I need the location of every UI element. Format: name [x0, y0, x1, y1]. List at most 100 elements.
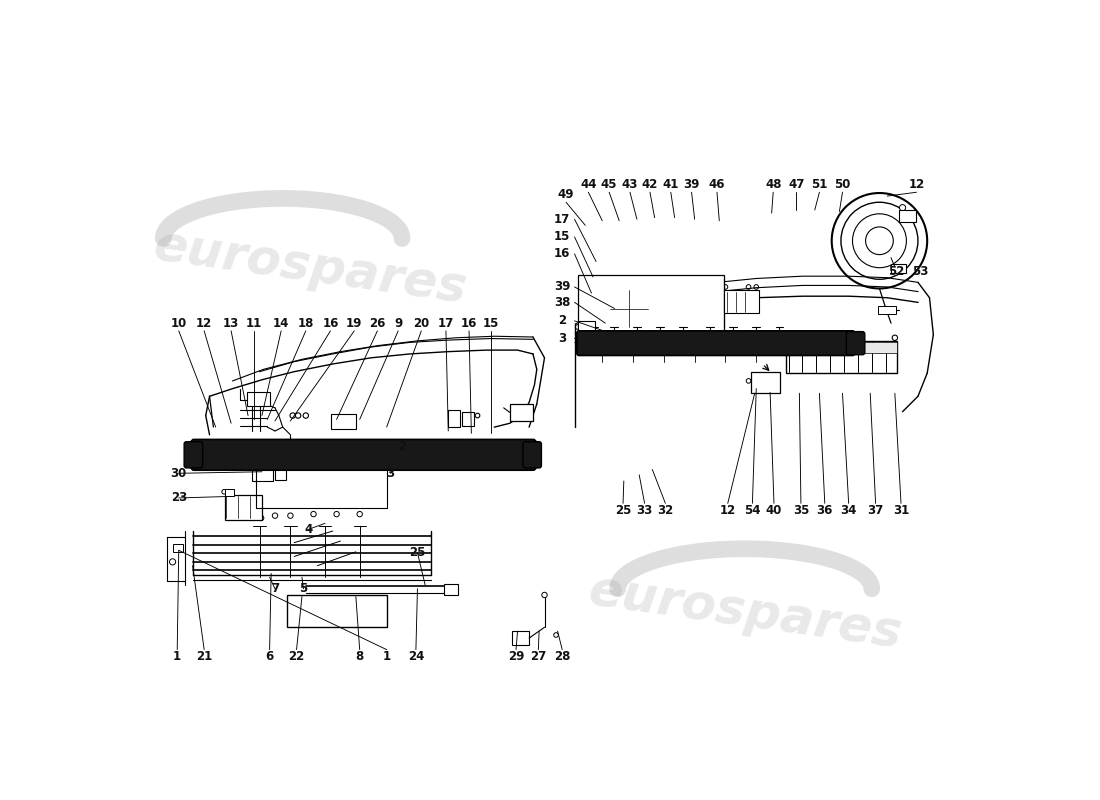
Text: 2: 2 [558, 314, 566, 327]
Bar [252, 467, 274, 481]
Text: 32: 32 [658, 504, 673, 517]
Bar [224, 489, 234, 496]
Bar [578, 321, 595, 332]
Text: 21: 21 [196, 650, 212, 663]
Text: 3: 3 [558, 332, 566, 345]
Text: 19: 19 [346, 317, 363, 330]
Text: 1: 1 [173, 650, 182, 663]
Bar [724, 290, 759, 313]
Text: 48: 48 [764, 178, 781, 191]
Text: 47: 47 [788, 178, 804, 191]
Bar [578, 274, 724, 342]
Text: 36: 36 [816, 504, 833, 517]
Text: 46: 46 [708, 178, 725, 191]
Circle shape [746, 285, 751, 290]
Circle shape [892, 335, 898, 341]
Circle shape [311, 511, 316, 517]
Circle shape [258, 515, 264, 521]
Bar [224, 495, 262, 519]
Text: 27: 27 [530, 650, 547, 663]
Text: 15: 15 [483, 317, 498, 330]
Circle shape [542, 592, 547, 598]
Text: 38: 38 [554, 296, 571, 309]
Text: 16: 16 [322, 317, 339, 330]
Circle shape [723, 285, 728, 290]
Circle shape [273, 513, 277, 518]
Text: 49: 49 [558, 188, 574, 201]
Text: 17: 17 [554, 213, 570, 226]
Bar [785, 341, 898, 373]
Text: 1: 1 [383, 650, 390, 663]
Bar [899, 210, 915, 222]
Text: 25: 25 [409, 546, 426, 559]
Circle shape [754, 285, 759, 290]
Circle shape [575, 325, 580, 330]
Text: 4: 4 [304, 523, 312, 536]
Text: 10: 10 [170, 317, 187, 330]
Bar [449, 410, 460, 427]
Circle shape [358, 511, 362, 517]
Text: 53: 53 [912, 265, 928, 278]
Circle shape [746, 378, 751, 383]
Text: 52: 52 [888, 265, 904, 278]
Text: 39: 39 [554, 281, 571, 294]
Text: 2: 2 [398, 440, 406, 453]
Text: 24: 24 [408, 650, 425, 663]
Bar [510, 404, 534, 421]
Text: 43: 43 [621, 178, 638, 191]
Circle shape [394, 451, 403, 458]
Text: 41: 41 [662, 178, 679, 191]
Bar [444, 584, 459, 595]
Text: 8: 8 [355, 650, 364, 663]
Text: 40: 40 [766, 504, 782, 517]
Text: 18: 18 [298, 317, 314, 330]
Circle shape [414, 451, 421, 458]
Text: 6: 6 [265, 650, 274, 663]
Circle shape [288, 513, 293, 518]
Circle shape [553, 633, 559, 638]
Text: 54: 54 [744, 504, 761, 517]
Circle shape [784, 335, 790, 341]
Text: 3: 3 [386, 467, 395, 480]
Text: 25: 25 [615, 504, 631, 517]
Text: eurospares: eurospares [585, 566, 904, 658]
Text: 7: 7 [271, 582, 279, 595]
Bar [462, 412, 474, 426]
Text: 26: 26 [370, 317, 386, 330]
Circle shape [169, 558, 176, 565]
Bar [891, 264, 906, 273]
Text: 14: 14 [273, 317, 289, 330]
Text: 33: 33 [637, 504, 652, 517]
Circle shape [334, 511, 339, 517]
Bar [751, 372, 780, 394]
Text: 45: 45 [601, 178, 617, 191]
Text: 23: 23 [170, 491, 187, 505]
Text: 20: 20 [414, 317, 429, 330]
FancyBboxPatch shape [846, 332, 865, 354]
Text: 28: 28 [554, 650, 571, 663]
Text: 50: 50 [834, 178, 850, 191]
Text: 5: 5 [299, 582, 308, 595]
Text: 16: 16 [461, 317, 477, 330]
Text: 51: 51 [811, 178, 827, 191]
Text: 17: 17 [438, 317, 454, 330]
Circle shape [900, 205, 905, 210]
Text: eurospares: eurospares [150, 221, 470, 313]
Circle shape [222, 490, 227, 494]
Bar [173, 544, 184, 552]
FancyBboxPatch shape [522, 442, 541, 468]
Text: 12: 12 [719, 504, 736, 517]
Text: 44: 44 [580, 178, 596, 191]
Bar [513, 631, 529, 645]
Text: 11: 11 [246, 317, 262, 330]
Bar [878, 306, 896, 314]
Text: 34: 34 [840, 504, 857, 517]
Bar [275, 468, 286, 480]
Text: 22: 22 [288, 650, 305, 663]
Text: 16: 16 [554, 247, 571, 260]
Text: 39: 39 [683, 178, 700, 191]
Text: 37: 37 [868, 504, 883, 517]
Bar [246, 393, 270, 406]
Text: 13: 13 [223, 317, 239, 330]
Circle shape [375, 451, 383, 458]
